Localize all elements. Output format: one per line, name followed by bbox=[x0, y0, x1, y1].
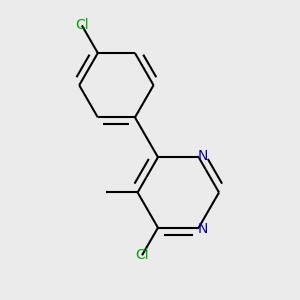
Text: N: N bbox=[198, 149, 208, 163]
Text: Cl: Cl bbox=[75, 19, 89, 32]
Text: N: N bbox=[198, 222, 208, 236]
Text: Cl: Cl bbox=[135, 248, 149, 262]
